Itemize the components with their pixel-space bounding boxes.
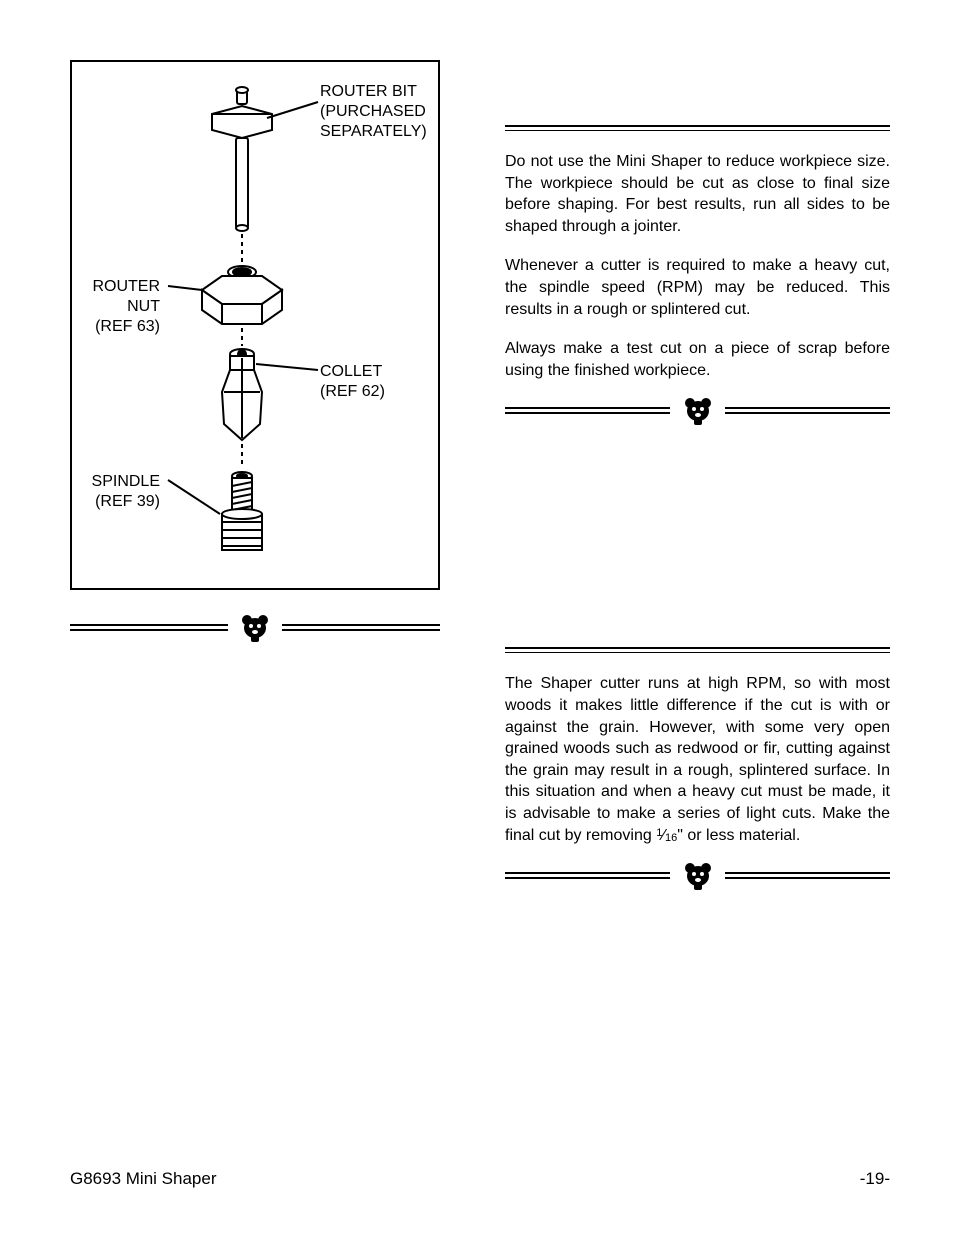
- divider-right-1: [505, 399, 890, 423]
- divider-left: [70, 616, 440, 640]
- footer-left: G8693 Mini Shaper: [70, 1169, 216, 1189]
- paragraph-4a: The Shaper cutter runs at high RPM, so w…: [505, 675, 890, 843]
- footer-right: -19-: [860, 1169, 890, 1189]
- paragraph-4b: " or less material.: [677, 827, 800, 844]
- bear-icon: [682, 860, 714, 892]
- paragraph-3: Always make a test cut on a piece of scr…: [505, 338, 890, 381]
- paragraph-2: Whenever a cutter is required to make a …: [505, 255, 890, 320]
- section-rule-2: [505, 647, 890, 655]
- bear-icon: [682, 395, 714, 427]
- page-footer: G8693 Mini Shaper -19-: [70, 1169, 890, 1189]
- paragraph-4: The Shaper cutter runs at high RPM, so w…: [505, 673, 890, 846]
- paragraph-1: Do not use the Mini Shaper to reduce wor…: [505, 151, 890, 237]
- right-column: Do not use the Mini Shaper to reduce wor…: [505, 125, 890, 902]
- diagram-svg: [72, 62, 442, 592]
- divider-right-2: [505, 864, 890, 888]
- frac-den: 16: [665, 832, 677, 844]
- section-rule-1: [505, 125, 890, 133]
- bear-icon: [239, 612, 271, 644]
- left-column: ROUTER BIT (PURCHASED SEPARATELY) ROUTER…: [70, 60, 440, 654]
- exploded-diagram: ROUTER BIT (PURCHASED SEPARATELY) ROUTER…: [70, 60, 440, 590]
